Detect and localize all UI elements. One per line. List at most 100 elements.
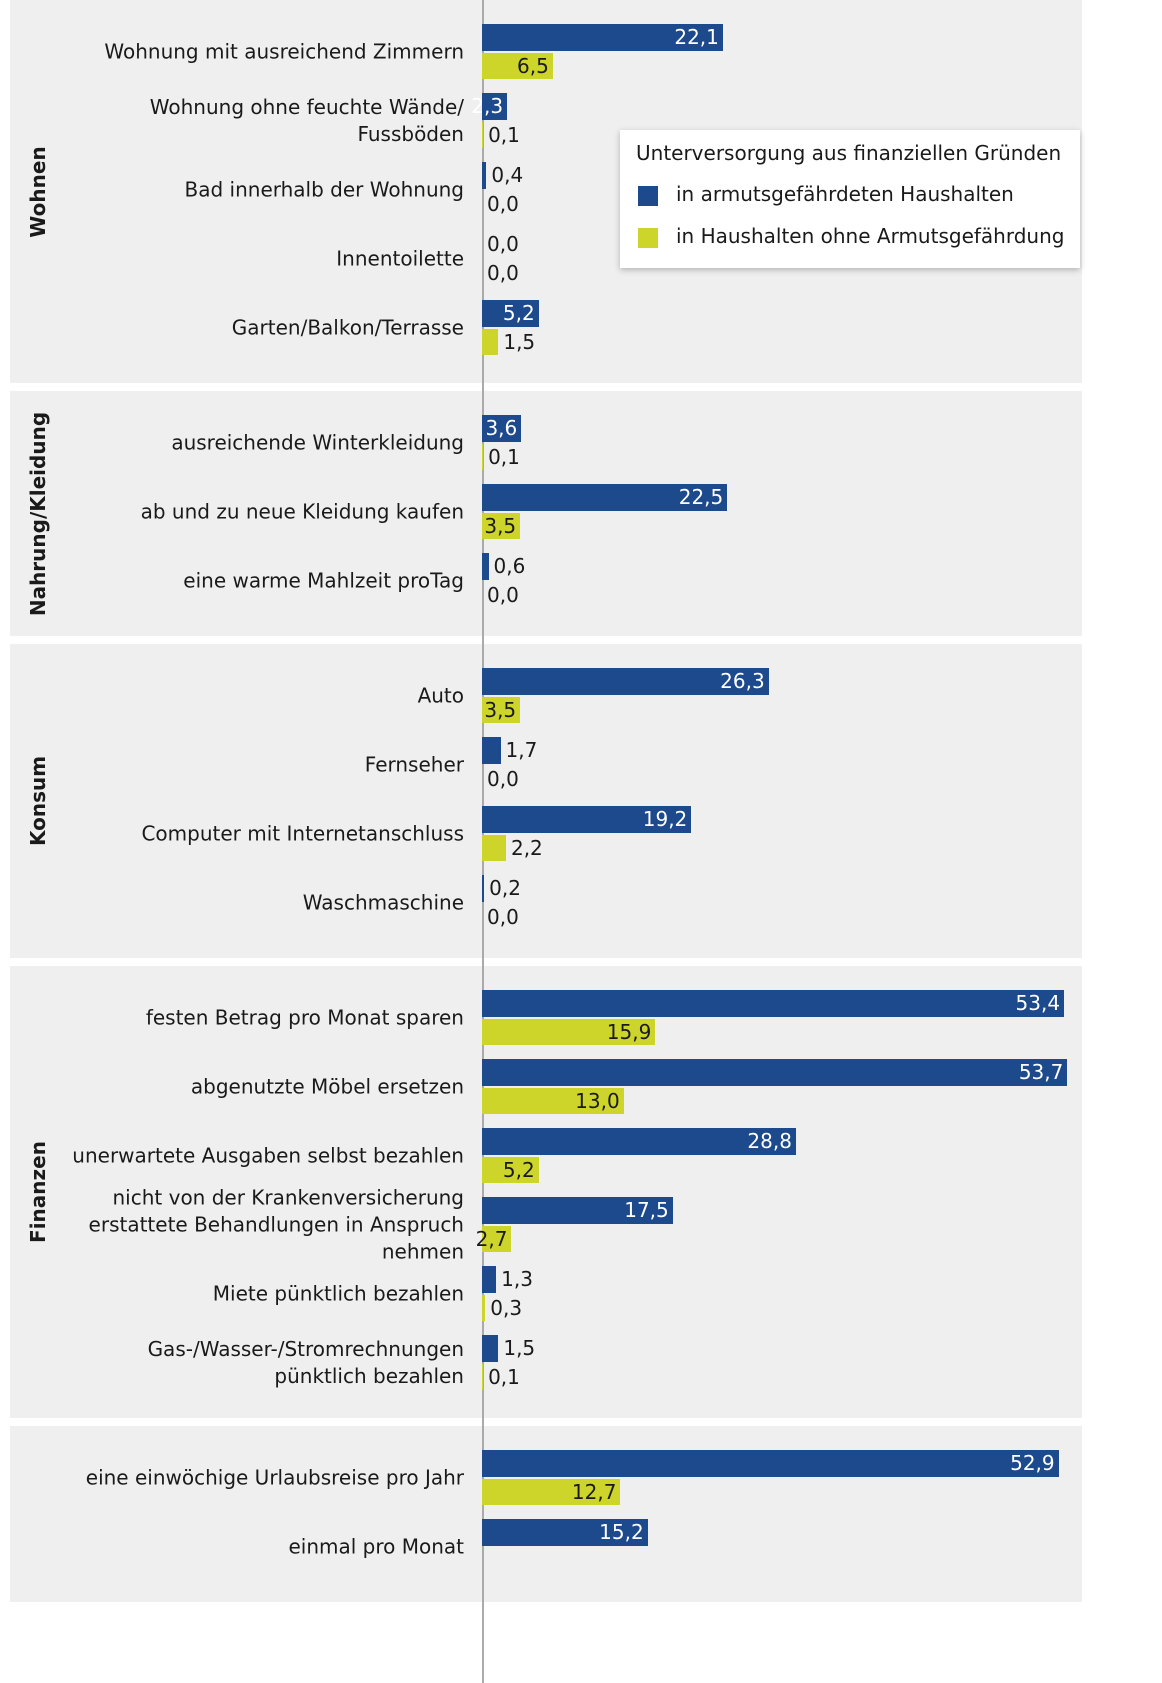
value-label: 3,5 <box>484 514 517 538</box>
group-band <box>10 644 1082 958</box>
bar <box>482 553 489 580</box>
value-label: 28,8 <box>747 1129 792 1153</box>
bar <box>482 1059 1068 1086</box>
bar <box>482 444 484 470</box>
legend-label: in Haushalten ohne Armutsgefährdung <box>676 224 1065 248</box>
value-label: 0,0 <box>487 232 519 256</box>
bar <box>482 415 522 442</box>
value-label: 2,7 <box>475 1227 508 1251</box>
category-label: einmal pro Monat <box>288 1534 464 1559</box>
value-label: 0,6 <box>493 554 526 578</box>
value-label: 53,7 <box>1018 1060 1064 1084</box>
value-label: 3,5 <box>484 698 517 722</box>
value-label: 17,5 <box>624 1198 669 1222</box>
value-label: 6,5 <box>517 54 549 78</box>
bar <box>482 697 521 723</box>
bar <box>482 1128 796 1155</box>
value-label: 0,0 <box>487 767 519 791</box>
category-label: Innentoilette <box>336 246 464 271</box>
bar <box>482 806 692 833</box>
value-label: 0,0 <box>487 261 519 285</box>
value-label: 53,4 <box>1015 991 1061 1015</box>
category-label: ausreichende Winterkleidung <box>171 430 464 455</box>
bar <box>482 875 485 902</box>
category-label: Wohnung mit ausreichend Zimmern <box>104 39 464 64</box>
bar <box>482 329 499 355</box>
bar <box>482 1364 484 1390</box>
value-label: 0,2 <box>489 876 521 900</box>
bar <box>482 513 521 539</box>
value-label: 0,1 <box>488 445 520 469</box>
category-label: Garten/Balkon/Terrasse <box>231 315 464 340</box>
value-label: 1,5 <box>503 330 536 354</box>
value-label: 15,2 <box>599 1520 644 1544</box>
value-label: 26,3 <box>720 669 765 693</box>
bar <box>482 1450 1059 1477</box>
value-label: 0,0 <box>487 192 519 216</box>
category-label: ab und zu neue Kleidung kaufen <box>140 499 464 524</box>
category-label: Wohnung ohne feuchte Wände/ Fussböden <box>149 95 464 146</box>
value-label: 0,1 <box>488 123 520 147</box>
legend-swatch <box>638 186 658 206</box>
category-label: Gas-/Wasser-/Stromrechnungen pünktlich b… <box>147 1337 464 1388</box>
bar <box>482 1088 624 1114</box>
value-label: 22,5 <box>678 485 724 509</box>
category-label: Fernseher <box>364 752 464 777</box>
category-label: abgenutzte Möbel ersetzen <box>190 1074 464 1099</box>
legend-swatch <box>638 228 658 248</box>
category-label: eine einwöchige Urlaubsreise pro Jahr <box>85 1465 464 1490</box>
value-label: 22,1 <box>674 25 719 49</box>
category-label: nicht von der Krankenversicherung erstat… <box>88 1185 464 1264</box>
bar <box>482 668 769 695</box>
bar <box>482 1335 499 1362</box>
legend-label: in armutsgefährdeten Haushalten <box>676 182 1014 206</box>
bar <box>482 93 508 120</box>
legend <box>620 130 1080 268</box>
value-label: 1,3 <box>501 1267 533 1291</box>
bar <box>482 1019 656 1045</box>
category-label: Miete pünktlich bezahlen <box>212 1281 464 1306</box>
category-label: Waschmaschine <box>302 890 464 915</box>
value-label: 0,4 <box>491 163 524 187</box>
bar <box>482 990 1065 1017</box>
bar <box>482 122 484 148</box>
bar <box>482 1519 648 1546</box>
bar <box>482 835 506 861</box>
value-label: 0,3 <box>490 1296 523 1320</box>
category-label: festen Betrag pro Monat sparen <box>145 1005 464 1030</box>
category-label: eine warme Mahlzeit proTag <box>183 568 464 593</box>
bar <box>482 737 501 764</box>
value-label: 0,0 <box>487 905 519 929</box>
value-label: 1,7 <box>505 738 538 762</box>
bar <box>482 1266 497 1293</box>
bar <box>482 1295 486 1321</box>
bar <box>482 1157 539 1183</box>
bar <box>482 162 487 189</box>
legend-title: Unterversorgung aus finanziellen Gründen <box>636 141 1062 165</box>
group-band <box>10 391 1082 636</box>
value-label: 5,2 <box>502 301 535 325</box>
category-label: Bad innerhalb der Wohnung <box>184 177 464 202</box>
bar <box>482 1479 621 1505</box>
bar <box>482 1226 512 1252</box>
value-label: 52,9 <box>1010 1451 1055 1475</box>
bar <box>482 484 728 511</box>
category-label: Auto <box>417 683 464 708</box>
value-label: 2,3 <box>471 94 504 118</box>
value-label: 19,2 <box>642 807 688 831</box>
value-label: 3,6 <box>485 416 518 440</box>
value-label: 12,7 <box>571 1480 617 1504</box>
value-label: 0,0 <box>487 583 519 607</box>
value-label: 0,1 <box>488 1365 520 1389</box>
value-label: 2,2 <box>510 836 543 860</box>
value-label: 5,2 <box>502 1158 535 1182</box>
value-label: 1,5 <box>503 1336 536 1360</box>
value-label: 15,9 <box>606 1020 652 1044</box>
bar <box>482 300 539 327</box>
bar <box>482 53 553 79</box>
category-label: unerwartete Ausgaben selbst bezahlen <box>72 1143 464 1168</box>
category-label: Computer mit Internetanschluss <box>141 821 464 846</box>
value-label: 13,0 <box>575 1089 620 1113</box>
bar <box>482 1197 673 1224</box>
